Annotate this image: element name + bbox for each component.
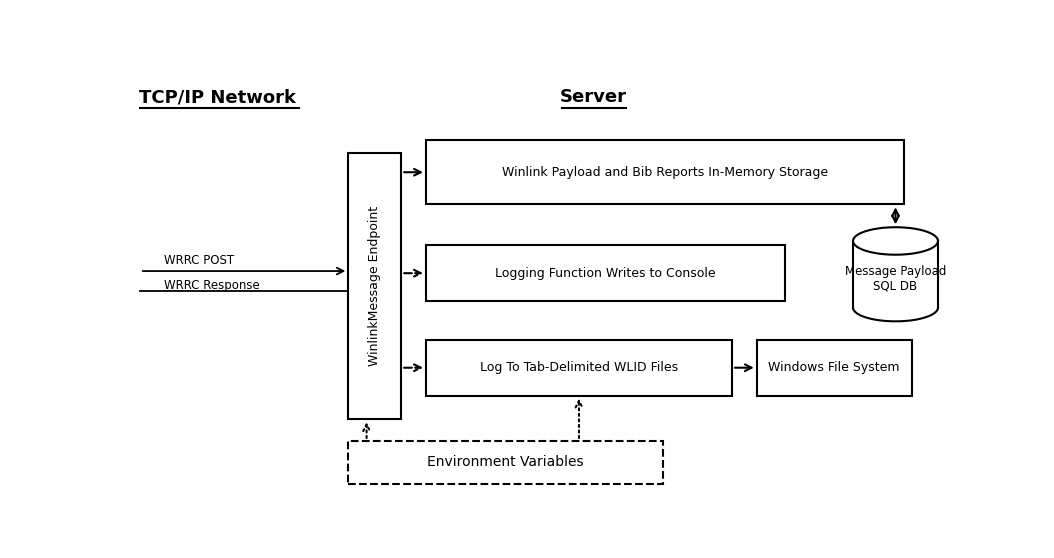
Polygon shape bbox=[853, 227, 938, 254]
FancyBboxPatch shape bbox=[757, 340, 912, 396]
Text: Message Payload
SQL DB: Message Payload SQL DB bbox=[845, 264, 946, 292]
Text: Environment Variables: Environment Variables bbox=[427, 455, 584, 469]
Text: Winlink Payload and Bib Reports In-Memory Storage: Winlink Payload and Bib Reports In-Memor… bbox=[502, 166, 827, 179]
FancyBboxPatch shape bbox=[426, 140, 903, 204]
FancyBboxPatch shape bbox=[348, 441, 663, 484]
FancyBboxPatch shape bbox=[426, 340, 733, 396]
Text: Logging Function Writes to Console: Logging Function Writes to Console bbox=[495, 267, 716, 280]
FancyBboxPatch shape bbox=[426, 246, 785, 301]
Text: WinlinkMessage Endpoint: WinlinkMessage Endpoint bbox=[368, 206, 382, 366]
FancyBboxPatch shape bbox=[348, 153, 402, 419]
Text: WRRC POST: WRRC POST bbox=[164, 254, 235, 267]
Text: WRRC Response: WRRC Response bbox=[164, 278, 260, 292]
Text: Server: Server bbox=[560, 88, 627, 106]
Text: TCP/IP Network: TCP/IP Network bbox=[139, 88, 296, 106]
Text: Windows File System: Windows File System bbox=[768, 361, 900, 374]
Text: Log To Tab-Delimited WLID Files: Log To Tab-Delimited WLID Files bbox=[480, 361, 678, 374]
